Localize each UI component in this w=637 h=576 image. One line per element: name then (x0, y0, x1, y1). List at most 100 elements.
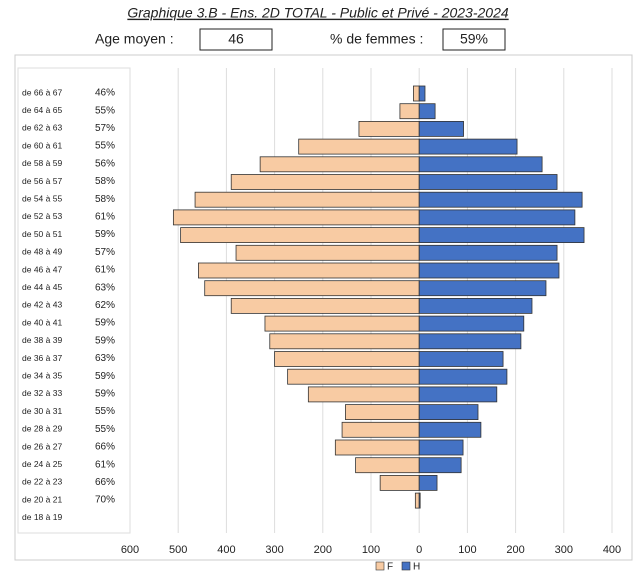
bar (418, 457, 462, 474)
stat-label: Age moyen : (95, 31, 174, 47)
x-tick-label: 100 (458, 544, 476, 556)
y-tick-label: de 58 à 59 (22, 158, 62, 168)
bar (418, 386, 498, 403)
chart-frame (14, 54, 633, 561)
share-label: 59% (95, 229, 115, 240)
share-label: 61% (95, 265, 115, 276)
x-tick-label: 500 (169, 544, 187, 556)
share-label: 56% (95, 158, 115, 169)
bar (287, 368, 420, 385)
bar (399, 103, 420, 120)
bar (334, 439, 420, 456)
share-label: 59% (95, 389, 115, 400)
bar (418, 85, 426, 102)
stat-box (199, 28, 273, 51)
share-label: 66% (95, 442, 115, 453)
bar (180, 227, 420, 244)
bar (341, 421, 420, 438)
bar (194, 191, 420, 208)
x-tick-label: 400 (603, 544, 621, 556)
bar (264, 315, 420, 332)
bar (418, 191, 583, 208)
bar (358, 121, 420, 137)
bar (259, 156, 420, 173)
share-label: 58% (95, 176, 115, 187)
stat-box (442, 28, 506, 51)
share-label: 62% (95, 300, 115, 311)
bar (230, 174, 420, 190)
bar (307, 386, 420, 403)
chart-title: Graphique 3.B - Ens. 2D TOTAL - Public e… (127, 5, 509, 21)
y-tick-label: de 22 à 23 (22, 477, 62, 487)
share-label: 55% (95, 406, 115, 417)
bar (379, 474, 420, 491)
share-label: 59% (95, 318, 115, 329)
bar (274, 351, 420, 367)
share-label: 58% (95, 194, 115, 205)
y-tick-label: de 24 à 25 (22, 459, 62, 469)
share-label: 63% (95, 282, 115, 293)
y-tick-label: de 64 à 65 (22, 105, 62, 115)
bar (418, 174, 558, 190)
x-tick-label: 400 (217, 544, 235, 556)
share-label: 57% (95, 247, 115, 258)
legend-label: F (387, 562, 393, 573)
share-label: 61% (95, 459, 115, 470)
share-label: 59% (95, 335, 115, 346)
bar (418, 280, 547, 297)
share-label: 63% (95, 353, 115, 364)
y-tick-label: de 36 à 37 (22, 353, 62, 363)
share-label: 55% (95, 424, 115, 435)
y-tick-label: de 18 à 19 (22, 512, 62, 522)
x-tick-label: 600 (121, 544, 139, 556)
bar (418, 404, 479, 421)
y-tick-label: de 26 à 27 (22, 441, 62, 451)
y-tick-label: de 38 à 39 (22, 335, 62, 345)
y-tick-label: de 60 à 61 (22, 140, 62, 150)
y-tick-label: de 50 à 51 (22, 229, 62, 239)
x-tick-label: 100 (362, 544, 380, 556)
y-tick-label: de 48 à 49 (22, 247, 62, 257)
y-tick-label: de 42 à 43 (22, 300, 62, 310)
bar (235, 244, 420, 261)
y-tick-label: de 40 à 41 (22, 317, 62, 327)
y-tick-label: de 54 à 55 (22, 193, 62, 203)
bar (418, 351, 504, 367)
bar (204, 280, 420, 297)
bar (345, 404, 420, 421)
y-tick-label: de 28 à 29 (22, 424, 62, 434)
stat-label: % de femmes : (330, 31, 423, 47)
bar (269, 333, 420, 350)
stat-value: 46 (228, 31, 244, 47)
bar (418, 439, 464, 456)
x-tick-label: 300 (555, 544, 573, 556)
share-label: 55% (95, 105, 115, 116)
y-tick-label: de 34 à 35 (22, 370, 62, 380)
y-tick-label: de 62 à 63 (22, 123, 62, 133)
y-tick-label: de 66 à 67 (22, 87, 62, 97)
bar (230, 297, 420, 314)
bar (418, 227, 585, 244)
share-label: 66% (95, 477, 115, 488)
x-tick-label: 200 (506, 544, 524, 556)
bar (418, 156, 543, 173)
share-label: 55% (95, 141, 115, 152)
bar (418, 315, 525, 332)
share-label: 46% (95, 88, 115, 99)
bar (418, 138, 518, 155)
stat-value: 59% (460, 31, 488, 47)
bar (418, 297, 533, 314)
bar (355, 457, 420, 474)
bar (418, 121, 464, 137)
legend-swatch (375, 561, 385, 571)
share-label: 57% (95, 123, 115, 134)
bar (418, 209, 576, 226)
bar (418, 244, 558, 261)
share-label: 61% (95, 212, 115, 223)
x-tick-label: 200 (314, 544, 332, 556)
bar (418, 262, 560, 279)
bar (418, 333, 522, 350)
bar (418, 474, 438, 491)
bar (418, 103, 436, 120)
